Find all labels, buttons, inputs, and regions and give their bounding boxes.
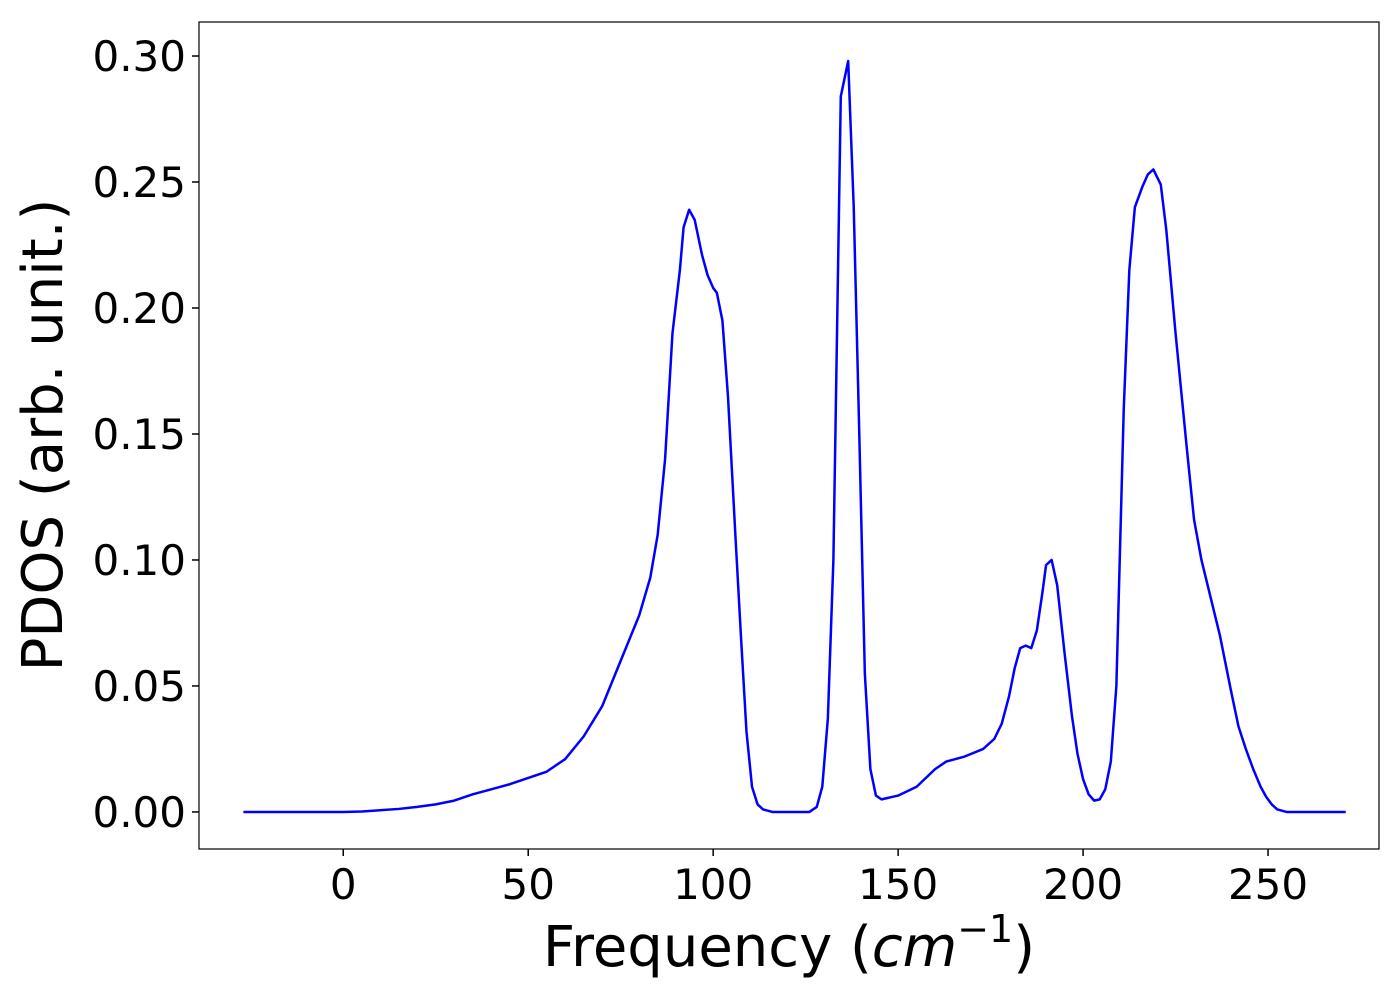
y-tick-label: 0.15 xyxy=(92,410,186,459)
y-tick-label: 0.00 xyxy=(92,788,186,837)
x-tick-label: 150 xyxy=(858,860,938,909)
y-tick-label: 0.10 xyxy=(92,536,186,585)
x-tick-label: 200 xyxy=(1043,860,1123,909)
x-label-text: Frequency ( xyxy=(543,915,872,980)
x-tick-label: 0 xyxy=(330,860,357,909)
x-tick-label: 100 xyxy=(673,860,753,909)
x-label-math: cm xyxy=(872,915,957,980)
y-tick-label: 0.05 xyxy=(92,662,186,711)
plot-frame xyxy=(198,21,1380,850)
x-tick-label: 250 xyxy=(1228,860,1308,909)
y-axis-label: PDOS (arb. unit.) xyxy=(11,199,76,672)
y-tick-label: 0.20 xyxy=(92,284,186,333)
x-tick-label: 50 xyxy=(501,860,554,909)
x-axis-label: Frequency (cm−1) xyxy=(543,907,1035,980)
y-tick-label: 0.30 xyxy=(92,32,186,81)
x-label-sup: −1 xyxy=(957,907,1013,951)
pdos-line xyxy=(243,59,1346,814)
x-label-end: ) xyxy=(1013,915,1035,980)
y-tick-label: 0.25 xyxy=(92,158,186,207)
